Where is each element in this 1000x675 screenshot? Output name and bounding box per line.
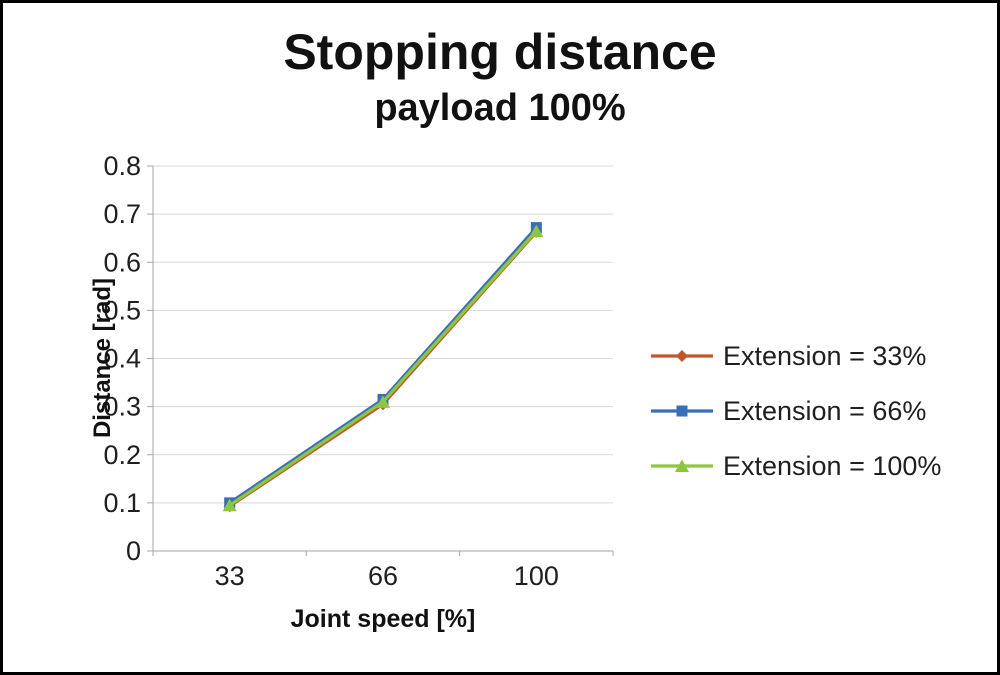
y-tick-label: 0.2 — [103, 440, 141, 470]
plot-area: 0 0.1 0.2 0.3 0.4 0.5 0.6 0.7 0.8 33 66 100 — [103, 153, 614, 591]
legend-item: Extension = 100% — [651, 451, 941, 481]
y-tick-label: 0.1 — [103, 488, 141, 518]
series-line-triangle — [228, 229, 538, 507]
legend-item: Extension = 66% — [651, 396, 941, 426]
chart-subtitle: payload 100% — [374, 87, 626, 129]
chart-title: Stopping distance — [283, 24, 717, 80]
legend-key-square-icon — [651, 405, 713, 417]
y-tick-label: 0.5 — [103, 295, 141, 325]
y-tick-label: 0.3 — [103, 392, 141, 422]
legend-marker-square — [676, 405, 688, 417]
marker-triangle — [529, 224, 544, 237]
legend-marker-triangle — [675, 459, 689, 472]
legend-marker-diamond — [676, 350, 688, 362]
y-tick-label: 0 — [126, 536, 141, 566]
legend-label: Extension = 100% — [723, 450, 942, 481]
series-line-diamond — [228, 230, 538, 508]
series-line-square — [228, 226, 538, 505]
y-tick-label: 0.6 — [103, 247, 141, 277]
x-tick-label: 100 — [514, 561, 559, 591]
y-axis-title: Distance [rad] — [89, 277, 116, 439]
legend-item: Extension = 33% — [651, 341, 941, 371]
x-axis-title: Joint speed [%] — [290, 605, 476, 633]
marker-triangle — [376, 395, 390, 408]
x-tick-label: 66 — [368, 561, 398, 591]
legend-key-triangle-icon — [651, 459, 713, 472]
legend: Extension = 33% Extension = 66% Extension … — [651, 341, 941, 481]
y-tick-label: 0.7 — [103, 199, 141, 229]
legend-key-diamond-icon — [651, 350, 713, 362]
marker-triangle — [222, 498, 237, 512]
y-tick-label: 0.4 — [103, 344, 141, 374]
legend-label: Extension = 66% — [723, 395, 927, 426]
y-tick-label: 0.8 — [103, 153, 141, 181]
x-tick-label: 33 — [215, 561, 245, 591]
legend-label: Extension = 33% — [723, 340, 927, 371]
